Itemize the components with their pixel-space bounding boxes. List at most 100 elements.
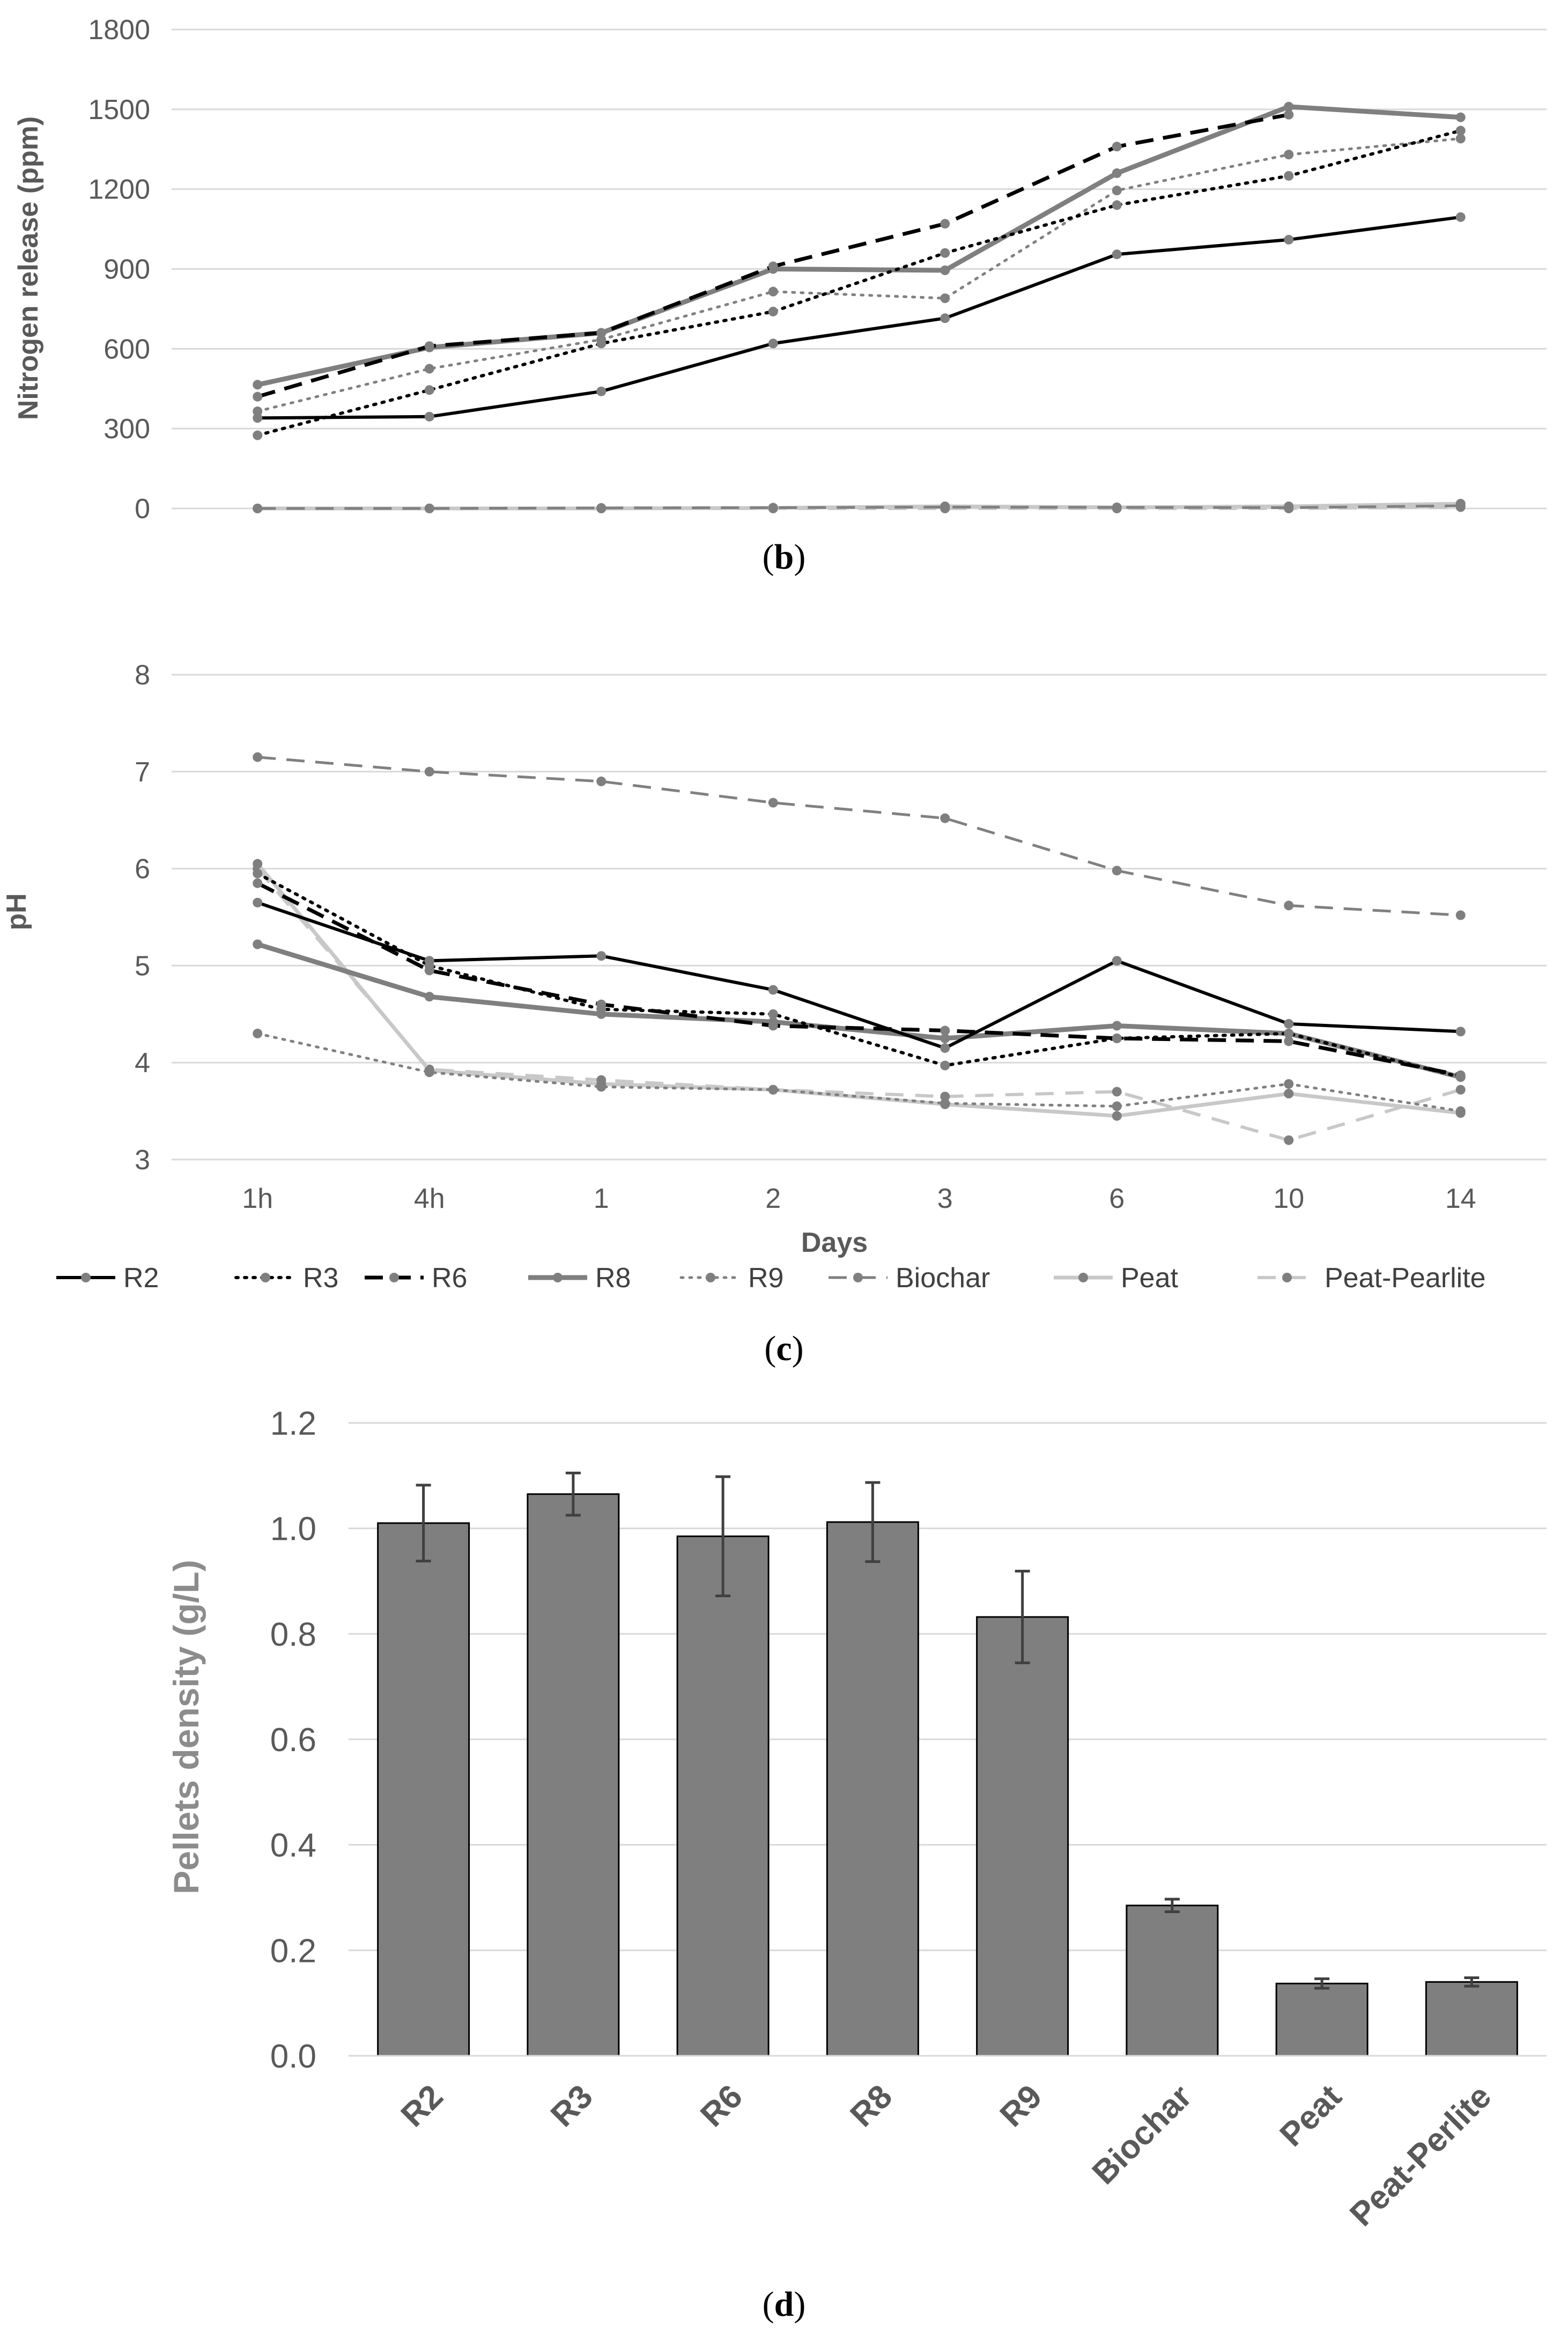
b-point: [253, 504, 263, 513]
c-point: [1455, 1106, 1466, 1116]
b-point: [1455, 501, 1466, 511]
c-point: [1112, 956, 1122, 966]
b-point: [940, 265, 950, 275]
bar-r6: [676, 1535, 770, 2057]
b-line-biochar: [257, 504, 1461, 510]
bar-r3: [527, 1493, 620, 2057]
legend-marker: [853, 1273, 863, 1282]
b-point: [1284, 171, 1294, 181]
c-point: [253, 752, 263, 762]
c-point: [1112, 866, 1122, 876]
b-point: [768, 306, 778, 316]
legend-label: R6: [432, 1263, 467, 1294]
c-point: [940, 1091, 950, 1102]
b-y-tick-label: 300: [103, 414, 150, 445]
bar-r9: [976, 1616, 1069, 2057]
c-point: [1455, 1084, 1466, 1095]
b-point: [1284, 150, 1294, 160]
c-point: [253, 897, 263, 907]
error-bar-r6: [715, 1475, 731, 1598]
b-point: [424, 341, 434, 351]
b-point: [424, 364, 434, 374]
d-y-tick-label: 0.0: [270, 2038, 316, 2075]
error-bar-biochar: [1164, 1898, 1180, 1914]
bar-peat: [1275, 1982, 1369, 2057]
b-y-tick-label: 0: [135, 493, 150, 525]
b-line-r3: [256, 129, 1462, 437]
legend-label: R8: [595, 1263, 631, 1294]
b-point: [253, 413, 263, 423]
c-x-tick-label: 1h: [242, 1183, 273, 1214]
b-point: [940, 502, 950, 512]
b-point: [1284, 234, 1294, 245]
b-y-tick-label: 1200: [88, 174, 150, 205]
c-point: [768, 1021, 778, 1031]
legend-item-biochar: Biochar: [829, 1263, 990, 1294]
c-point: [1112, 1087, 1122, 1097]
c-point: [424, 965, 434, 976]
c-x-axis-title: Days: [801, 1227, 868, 1258]
c-point: [253, 868, 263, 879]
c-line-r9: [256, 1032, 1462, 1113]
c-x-tick-label: 1: [594, 1183, 609, 1214]
c-y-tick-label: 7: [135, 757, 150, 788]
c-point: [940, 1034, 950, 1043]
bar-peat-perlite: [1425, 1981, 1518, 2057]
c-point: [1455, 1027, 1466, 1037]
c-x-tick-label: 10: [1273, 1183, 1304, 1214]
c-point: [1455, 910, 1466, 920]
b-point: [1112, 168, 1122, 178]
c-line-peat: [256, 862, 1461, 1118]
c-point: [1284, 1079, 1294, 1089]
c-line-r2: [257, 901, 1461, 1050]
error-bar-peat: [1314, 1977, 1330, 1990]
c-point: [1112, 1021, 1122, 1031]
c-series-r9: [253, 1028, 1466, 1116]
error-bar-r9: [1015, 1569, 1030, 1664]
c-series-r3: [253, 868, 1466, 1082]
c-line-r6: [256, 881, 1461, 1078]
d-y-tick-label: 0.4: [270, 1827, 316, 1864]
legend-marker: [389, 1273, 399, 1282]
c-point: [940, 1043, 950, 1053]
legend-label: Biochar: [896, 1263, 990, 1294]
b-y-axis-title: Nitrogen release (ppm): [13, 116, 44, 420]
b-point: [768, 338, 778, 349]
b-point: [596, 338, 607, 349]
legend-item-peat: Peat: [1054, 1263, 1179, 1294]
c-series-peat: [253, 859, 1466, 1121]
legend-label: Peat: [1121, 1263, 1179, 1294]
c-point: [253, 878, 263, 888]
c-point: [596, 776, 607, 786]
legend-item-r3: R3: [234, 1263, 338, 1294]
c-point: [424, 956, 434, 966]
d-y-tick-label: 1.0: [270, 1511, 316, 1548]
b-point: [424, 411, 434, 422]
b-series-r2: [253, 212, 1466, 423]
c-series-peat-pearlite: [253, 864, 1466, 1145]
c-line-r8: [256, 942, 1461, 1080]
d-x-tick-label: R2: [394, 2078, 450, 2134]
d-y-tick-label: 0.6: [270, 1722, 316, 1759]
error-bar-peat-perlite: [1464, 1976, 1480, 1988]
b-point: [940, 313, 950, 323]
b-point: [1112, 200, 1122, 210]
d-y-tick-label: 0.8: [270, 1616, 316, 1653]
b-point: [253, 406, 263, 416]
c-point: [424, 1067, 434, 1078]
b-series-r3: [253, 126, 1466, 440]
legend-item-r8: R8: [528, 1263, 631, 1294]
d-panel-label: (d): [763, 2285, 806, 2324]
c-point: [253, 1028, 263, 1038]
b-y-tick-label: 1800: [88, 14, 150, 46]
legend-marker: [81, 1273, 91, 1282]
legend-label: Peat-Pearlite: [1325, 1263, 1486, 1294]
c-point: [596, 999, 607, 1009]
c-point: [768, 985, 778, 995]
b-series-peat: [253, 499, 1466, 513]
d-x-tick-label: R6: [693, 2078, 750, 2134]
c-y-tick-label: 6: [135, 854, 150, 885]
c-point: [1455, 1070, 1466, 1080]
b-point: [1455, 212, 1466, 222]
d-x-tick-label: Peat-Perlite: [1343, 2078, 1498, 2233]
